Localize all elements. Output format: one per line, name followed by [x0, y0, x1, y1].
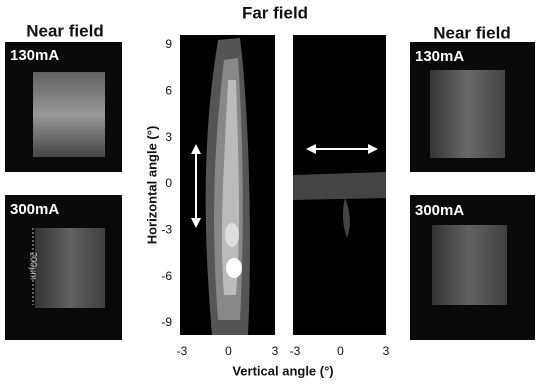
y-tick-label: 6: [165, 84, 172, 98]
panel-label: 300mA: [10, 201, 59, 218]
emission: [432, 225, 507, 305]
x-tick-label: 3: [272, 344, 279, 358]
left-title: Near field: [26, 21, 103, 40]
panel-label: 130mA: [10, 47, 59, 64]
y-tick-label: 0: [165, 176, 172, 190]
y-tick-label: -9: [161, 315, 172, 329]
contour: [342, 198, 350, 238]
x-tick-label: 3: [383, 344, 390, 358]
panel-label: 300mA: [415, 202, 464, 219]
emission: [430, 70, 505, 158]
emission: [33, 72, 105, 157]
peak: [225, 223, 239, 247]
far-title: Far field: [242, 3, 308, 22]
arrow-head: [191, 144, 201, 228]
y-tick-label: -3: [161, 223, 172, 237]
scale-label: 200µm: [29, 252, 39, 280]
right-title: Near field: [433, 23, 510, 42]
x-axis-label: Vertical angle (°): [232, 363, 333, 378]
emission: [35, 228, 105, 308]
x-tick-label: 0: [337, 344, 344, 358]
y-tick-label: 3: [165, 130, 172, 144]
contour: [293, 172, 386, 200]
panel-label: 130mA: [415, 48, 464, 65]
peak: [226, 258, 242, 278]
x-tick-label: -3: [177, 344, 188, 358]
x-tick-label: 0: [225, 344, 232, 358]
y-tick-label: -6: [161, 269, 172, 283]
x-tick-label: -3: [290, 344, 301, 358]
y-tick-label: 9: [165, 37, 172, 51]
y-axis-label: Horizontal angle (°): [144, 126, 159, 245]
